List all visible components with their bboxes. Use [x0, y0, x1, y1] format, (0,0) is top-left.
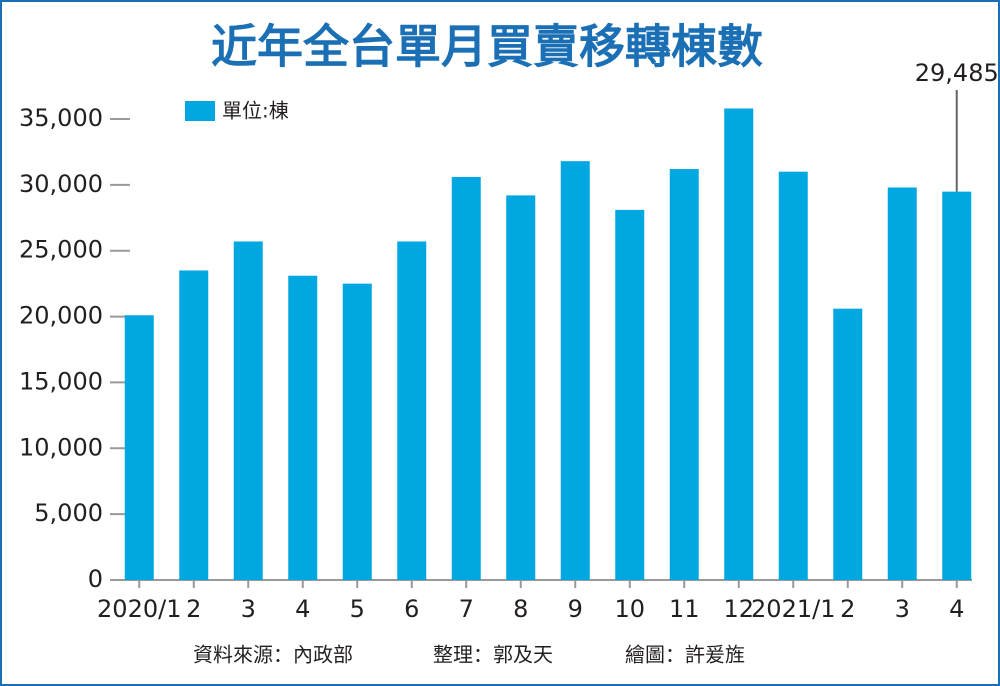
bar: [778, 171, 808, 580]
x-tick-label: 6: [404, 595, 419, 623]
bar: [233, 241, 263, 580]
bar: [615, 209, 645, 580]
x-tick-label: 11: [669, 595, 700, 623]
x-tick-label: 12: [723, 595, 754, 623]
x-tick-label: 10: [614, 595, 645, 623]
x-tick-label: 2021/1: [751, 595, 835, 623]
source-note: 資料來源：內政部: [193, 643, 353, 667]
y-tick-label: 25,000: [19, 236, 103, 264]
x-tick-label: 4: [949, 595, 964, 623]
x-tick-label: 3: [241, 595, 256, 623]
bar: [942, 191, 972, 580]
y-tick-label: 5,000: [34, 499, 103, 527]
legend-label: 單位:棟: [222, 99, 289, 123]
y-tick-label: 10,000: [19, 433, 103, 461]
bar: [342, 283, 372, 580]
y-tick-label: 30,000: [19, 170, 103, 198]
x-tick-label: 3: [895, 595, 910, 623]
y-tick-label: 20,000: [19, 302, 103, 330]
x-tick-label: 8: [513, 595, 528, 623]
bar: [669, 169, 699, 580]
bar: [833, 308, 863, 580]
value-label: 29,485: [915, 59, 999, 87]
x-tick-label: 9: [568, 595, 583, 623]
y-tick-label: 15,000: [19, 367, 103, 395]
bar: [506, 195, 536, 580]
x-tick-label: 2: [186, 595, 201, 623]
bar: [724, 108, 754, 580]
x-tick-label: 7: [459, 595, 474, 623]
chart-title: 近年全台單月買賣移轉棟數: [211, 20, 763, 74]
bar: [179, 270, 209, 580]
bar: [887, 187, 917, 580]
x-tick-label: 2: [840, 595, 855, 623]
source-note: 整理：郭及天: [433, 643, 553, 667]
bar: [288, 275, 318, 580]
x-tick-label: 4: [295, 595, 310, 623]
bar: [451, 176, 481, 580]
x-tick-label: 2020/1: [97, 595, 181, 623]
source-note: 繪圖：許爰旌: [625, 643, 745, 667]
bar: [560, 161, 590, 581]
y-tick-label: 35,000: [19, 104, 103, 132]
x-tick-label: 5: [350, 595, 365, 623]
y-tick-label: 0: [88, 565, 103, 593]
bar: [124, 315, 154, 580]
bar: [397, 241, 427, 580]
legend-swatch: [185, 101, 215, 121]
